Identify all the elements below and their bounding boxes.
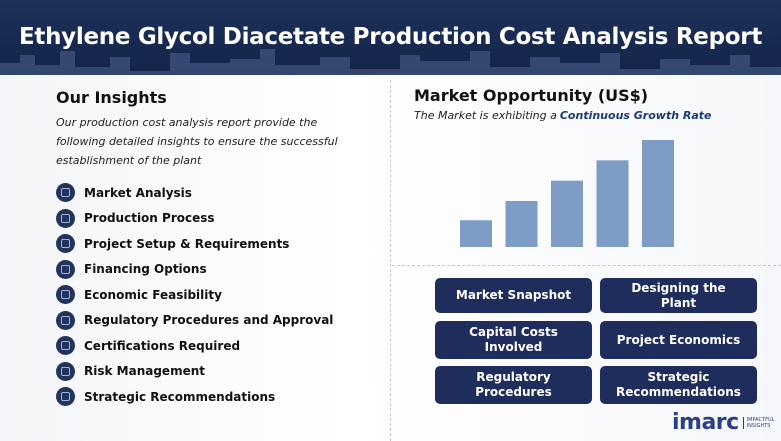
icon bbox=[56, 310, 75, 330]
icon bbox=[56, 387, 75, 407]
logo-tagline: IMPACTFUL INSIGHTS bbox=[742, 416, 781, 429]
subtitle-highlight: Continuous Growth Rate bbox=[559, 109, 712, 122]
insight-label: Risk Management bbox=[84, 364, 205, 379]
title: Ethylene Glycol Diacetate Production Cos… bbox=[18, 24, 763, 50]
insight-label: Economic Feasibility bbox=[84, 287, 222, 302]
insight-item: Regulatory Procedures and Approval bbox=[56, 308, 376, 334]
insights-list: Market Analysis Production Process Project… bbox=[56, 180, 376, 410]
icon bbox=[56, 361, 75, 381]
logo: imarc IMPACTFUL INSIGHTS bbox=[672, 410, 781, 435]
insight-item: Risk Management bbox=[56, 359, 376, 385]
insight-label: Market Analysis bbox=[84, 185, 192, 200]
bar bbox=[460, 220, 492, 247]
icon bbox=[56, 259, 75, 279]
insight-item: Production Process bbox=[56, 206, 376, 232]
market-title: Market Opportunity (US$) bbox=[414, 86, 649, 105]
insight-label: Financing Options bbox=[84, 262, 207, 277]
insight-label: Regulatory Procedures and Approval bbox=[84, 313, 334, 328]
icon bbox=[56, 183, 75, 203]
insight-item: Strategic Recommendations bbox=[56, 384, 376, 410]
logo-name: imarc bbox=[672, 410, 739, 435]
icon bbox=[56, 208, 75, 228]
insight-item: Project Setup & Requirements bbox=[56, 231, 376, 257]
icon bbox=[56, 336, 75, 356]
insight-item: Financing Options bbox=[56, 257, 376, 283]
insight-label: Project Setup & Requirements bbox=[84, 236, 290, 251]
insight-label: Strategic Recommendations bbox=[84, 389, 276, 404]
skyline bbox=[0, 49, 781, 75]
market-subtitle: The Market is exhibiting a Continuous Gro… bbox=[414, 109, 711, 122]
bar bbox=[505, 200, 538, 247]
nav-button[interactable]: Designing the Plant bbox=[600, 278, 757, 313]
chart bbox=[460, 140, 674, 247]
insights-title: Our Insights bbox=[56, 88, 167, 107]
nav-button[interactable]: Regulatory Procedures bbox=[435, 366, 592, 404]
insight-label: Production Process bbox=[84, 211, 215, 226]
nav-button[interactable]: Project Economics bbox=[600, 321, 757, 359]
bar bbox=[551, 180, 583, 247]
nav-button[interactable]: Strategic Recommendations bbox=[600, 366, 757, 404]
icon bbox=[56, 285, 75, 305]
nav-button[interactable]: Market Snapshot bbox=[435, 278, 592, 313]
nav-button[interactable]: Capital Costs Involved bbox=[435, 321, 592, 359]
bar bbox=[642, 140, 674, 247]
insights-description: Our production cost analysis report prov… bbox=[56, 116, 338, 167]
bar bbox=[596, 160, 629, 247]
insight-label: Certifications Required bbox=[84, 338, 241, 353]
icon bbox=[56, 234, 75, 254]
header: Ethylene Glycol Diacetate Production Cos… bbox=[0, 0, 781, 75]
insight-item: Certifications Required bbox=[56, 333, 376, 359]
subtitle-text: The Market is exhibiting a bbox=[414, 109, 557, 122]
divider bbox=[392, 265, 781, 266]
insights-panel: Our Insights Our production cost analysi… bbox=[56, 88, 376, 410]
divider bbox=[390, 80, 391, 441]
insight-item: Economic Feasibility bbox=[56, 282, 376, 308]
insight-item: Market Analysis bbox=[56, 180, 376, 206]
